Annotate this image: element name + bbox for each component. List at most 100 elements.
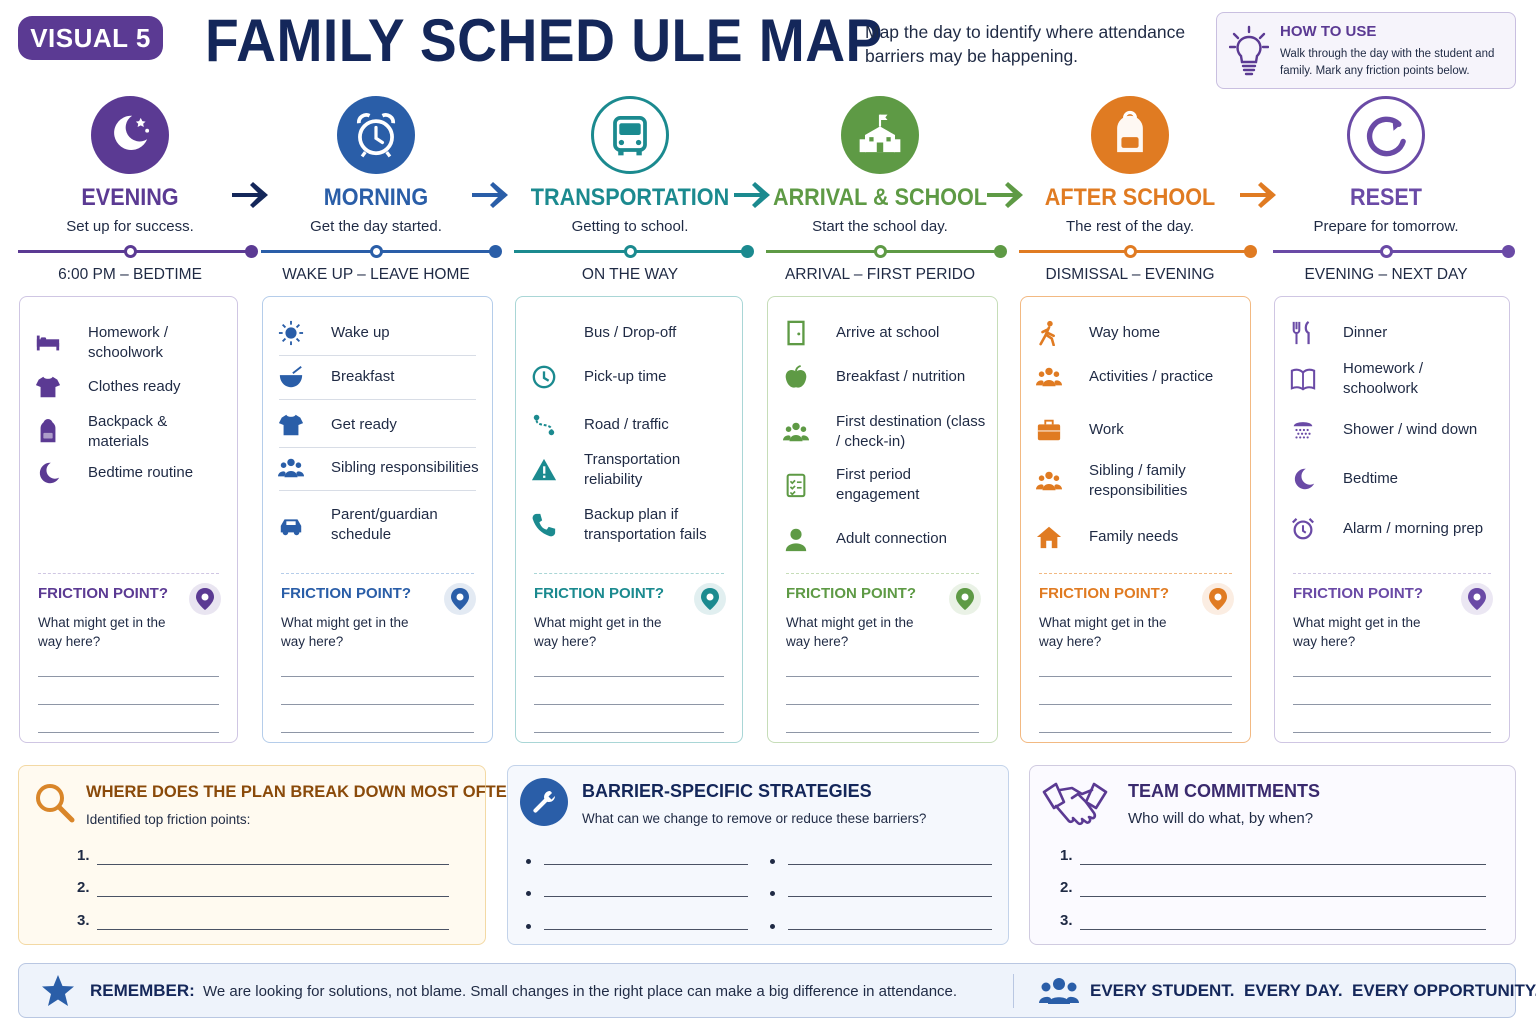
stage-description: Prepare for tomorrow.: [1313, 218, 1459, 235]
checklist-item[interactable]: Homework / schoolwork: [30, 323, 247, 363]
location-pin-icon[interactable]: [694, 583, 726, 615]
checklist-item[interactable]: Transportation reliability: [526, 450, 752, 490]
moon-stars-icon: [91, 96, 169, 174]
checklist-item[interactable]: First period engagement: [778, 465, 1007, 505]
checklist-item[interactable]: Wake up: [273, 315, 502, 351]
write-line[interactable]: [534, 676, 724, 677]
checklist-item[interactable]: Pick-up time: [526, 359, 752, 395]
checklist-item[interactable]: Sibling responsibilities: [273, 450, 502, 486]
checklist-item[interactable]: Clothes ready: [30, 369, 247, 405]
item-label: Clothes ready: [88, 378, 181, 395]
write-line[interactable]: [38, 704, 219, 705]
time-range: ON THE WAY: [581, 266, 679, 283]
friction-point-title: FRICTION POINT?: [38, 585, 168, 602]
write-line[interactable]: [786, 704, 979, 705]
book-icon: [1285, 361, 1321, 397]
checklist-item[interactable]: Way home: [1031, 315, 1260, 351]
strategy-line[interactable]: [788, 896, 992, 897]
write-line[interactable]: [534, 704, 724, 705]
write-line[interactable]: [281, 676, 474, 677]
location-pin-icon[interactable]: [444, 583, 476, 615]
checklist-item[interactable]: Adult connection: [778, 521, 1007, 557]
people-icon: [273, 450, 309, 486]
item-label: First period engagement: [836, 466, 920, 503]
group-icon: [778, 414, 814, 450]
strategy-line[interactable]: [544, 929, 748, 930]
item-label: Dinner: [1343, 324, 1388, 341]
write-line[interactable]: [281, 732, 474, 733]
strategy-line[interactable]: [544, 896, 748, 897]
checklist-item[interactable]: Parent/guardian schedule: [273, 505, 502, 545]
checklist-item[interactable]: Breakfast / nutrition: [778, 359, 1007, 395]
checklist-item[interactable]: Arrive at school: [778, 315, 1007, 351]
write-line[interactable]: [1039, 676, 1232, 677]
location-pin-icon[interactable]: [1202, 583, 1234, 615]
write-line[interactable]: [38, 676, 219, 677]
checklist-item[interactable]: Backpack & materials: [30, 412, 247, 452]
timeline-end-dot: [245, 245, 258, 258]
school-icon: [841, 96, 919, 174]
checklist-item[interactable]: First destination (class / check-in): [778, 412, 1007, 452]
write-line[interactable]: [786, 676, 979, 677]
stage-name: TRANSPORTATION: [530, 184, 730, 211]
write-line[interactable]: [1293, 732, 1491, 733]
write-line[interactable]: [281, 704, 474, 705]
checklist-item[interactable]: Family needs: [1031, 519, 1260, 555]
strategy-line[interactable]: [544, 864, 748, 865]
strategies-subtitle: What can we change to remove or reduce t…: [582, 811, 927, 826]
strategy-line[interactable]: [788, 864, 992, 865]
write-line[interactable]: [38, 732, 219, 733]
checklist-item[interactable]: Shower / wind down: [1285, 412, 1519, 448]
strategies-title: BARRIER-SPECIFIC STRATEGIES: [582, 781, 872, 801]
checklist-item[interactable]: Bus / Drop-off: [526, 315, 752, 351]
shirt-icon: [30, 369, 66, 405]
write-line[interactable]: [1293, 704, 1491, 705]
write-line[interactable]: [1293, 676, 1491, 677]
how-to-use-text: Walk through the day with the student an…: [1280, 48, 1495, 77]
commitments-line-3[interactable]: [1080, 929, 1486, 930]
commitments-line-2[interactable]: [1080, 896, 1486, 897]
stage-card: Wake up Breakfast Get ready Sibling resp…: [262, 296, 493, 743]
breakdown-line-1[interactable]: [97, 864, 449, 865]
alarm-clock-icon: [337, 96, 415, 174]
checklist-item[interactable]: Alarm / morning prep: [1285, 511, 1519, 547]
write-line[interactable]: [786, 732, 979, 733]
how-to-use-box: HOW TO USE Walk through the day with the…: [1216, 12, 1516, 89]
checklist-item[interactable]: Homework / schoolwork: [1285, 359, 1519, 399]
location-pin-icon[interactable]: [189, 583, 221, 615]
item-label: Road / traffic: [584, 416, 669, 433]
checklist-item[interactable]: Work: [1031, 412, 1260, 448]
write-line[interactable]: [534, 732, 724, 733]
strategy-line[interactable]: [788, 929, 992, 930]
breakdown-line-2[interactable]: [97, 896, 449, 897]
checklist-item[interactable]: Backup plan if transportation fails: [526, 505, 752, 545]
checklist-item[interactable]: Activities / practice: [1031, 359, 1260, 395]
friction-question: What might get in the way here?: [1039, 615, 1167, 649]
checklist-item[interactable]: Bedtime: [1285, 461, 1519, 497]
backpack-icon: [1091, 96, 1169, 174]
item-label: Bedtime routine: [88, 464, 194, 481]
item-label: First destination (class / check-in): [836, 413, 986, 450]
write-line[interactable]: [1039, 732, 1232, 733]
write-line[interactable]: [1039, 704, 1232, 705]
timeline-dot: [370, 245, 383, 258]
location-pin-icon[interactable]: [949, 583, 981, 615]
item-label: Backpack & materials: [88, 413, 168, 450]
remember-label: REMEMBER:: [90, 981, 195, 1000]
breakdown-line-3[interactable]: [97, 929, 449, 930]
checklist-item[interactable]: Bedtime routine: [30, 455, 247, 491]
friction-question: What might get in the way here?: [786, 615, 914, 649]
stage-4: AFTER SCHOOL The rest of the day.: [1010, 96, 1250, 235]
friction-point-title: FRICTION POINT?: [1039, 585, 1169, 602]
checklist-item[interactable]: Sibling / family responsibilities: [1031, 461, 1260, 501]
checklist-item[interactable]: Get ready: [273, 407, 502, 443]
location-pin-icon[interactable]: [1461, 583, 1493, 615]
friction-divider: [38, 573, 219, 574]
commitments-line-1[interactable]: [1080, 864, 1486, 865]
friction-divider: [281, 573, 474, 574]
checklist-item[interactable]: Dinner: [1285, 315, 1519, 351]
checklist-item[interactable]: Road / traffic: [526, 407, 752, 443]
briefcase-icon: [1031, 412, 1067, 448]
checklist-item[interactable]: Breakfast: [273, 359, 502, 395]
time-range: EVENING – NEXT DAY: [1304, 266, 1468, 283]
